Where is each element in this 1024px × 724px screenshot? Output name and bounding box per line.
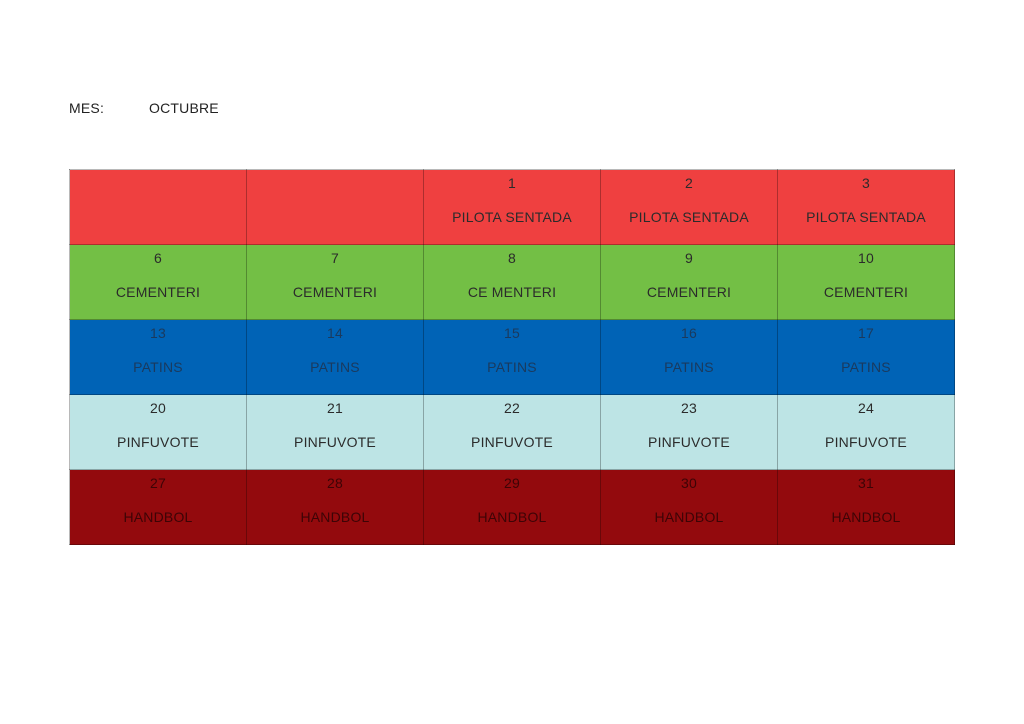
day-number: 15 [504, 325, 520, 341]
activity-label: HANDBOL [831, 509, 901, 525]
activity-label: CEMENTERI [823, 284, 909, 300]
activity-label: PINFUVOTE [117, 434, 199, 450]
calendar-day-cell: 17 PATINS [777, 319, 955, 395]
calendar-week-row: 13 PATINS 14 PATINS 15 PATINS 16 PATINS 17 PATINS [69, 319, 955, 395]
day-number: 13 [150, 325, 166, 341]
calendar-day-cell: 8 CE MENTERI [423, 244, 601, 320]
activity-label: HANDBOL [300, 509, 370, 525]
calendar-day-cell: 9 CEMENTERI [600, 244, 778, 320]
calendar-day-cell: 31 HANDBOL [777, 469, 955, 545]
calendar-day-cell: 16 PATINS [600, 319, 778, 395]
activity-label: PILOTA SENTADA [452, 209, 572, 225]
activity-label: PATINS [133, 359, 183, 375]
activity-label: PINFUVOTE [294, 434, 376, 450]
calendar-day-cell: 24 PINFUVOTE [777, 394, 955, 470]
calendar-week-row: 6 CEMENTERI 7 CEMENTERI 8 CE MENTERI 9 CEMENTER… [69, 244, 955, 320]
activity-label: HANDBOL [477, 509, 547, 525]
calendar-week-row: 27 HANDBOL 28 HANDBOL 29 HANDBOL 30 HANDBOL 31 HA… [69, 469, 955, 545]
calendar-day-cell: 22 PINFUVOTE [423, 394, 601, 470]
day-number: 7 [331, 250, 339, 266]
day-number: 3 [862, 175, 870, 191]
calendar-day-cell: 27 HANDBOL [69, 469, 247, 545]
calendar-day-cell: 3 PILOTA SENTADA [777, 169, 955, 245]
day-number: 22 [504, 400, 520, 416]
calendar-week-row: 20 PINFUVOTE 21 PINFUVOTE 22 PINFUVOTE 23 PINFU… [69, 394, 955, 470]
activity-label: HANDBOL [654, 509, 724, 525]
day-number: 2 [685, 175, 693, 191]
day-number [70, 174, 246, 192]
calendar-day-cell: 21 PINFUVOTE [246, 394, 424, 470]
activity-label: PATINS [841, 359, 891, 375]
activity-label: CEMENTERI [646, 284, 732, 300]
activity-label: HANDBOL [123, 509, 193, 525]
activity-label: PINFUVOTE [825, 434, 907, 450]
calendar-day-cell: 28 HANDBOL [246, 469, 424, 545]
calendar-day-cell: 30 HANDBOL [600, 469, 778, 545]
calendar-day-cell: 20 PINFUVOTE [69, 394, 247, 470]
day-number: 8 [508, 250, 516, 266]
day-number: 30 [681, 475, 697, 491]
calendar-day-cell: 13 PATINS [69, 319, 247, 395]
calendar-day-cell: 14 PATINS [246, 319, 424, 395]
calendar-day-cell: 23 PINFUVOTE [600, 394, 778, 470]
activity-label: PINFUVOTE [648, 434, 730, 450]
calendar-day-cell: 1 PILOTA SENTADA [423, 169, 601, 245]
calendar-day-cell: 15 PATINS [423, 319, 601, 395]
calendar-table: 1 PILOTA SENTADA 2 PILOTA SENTADA 3 PILOTA SE… [69, 169, 955, 545]
day-number: 21 [327, 400, 343, 416]
activity-label: PATINS [310, 359, 360, 375]
calendar-week-row: 1 PILOTA SENTADA 2 PILOTA SENTADA 3 PILOTA SE… [69, 169, 955, 245]
day-number: 6 [154, 250, 162, 266]
day-number [247, 174, 423, 192]
day-number: 29 [504, 475, 520, 491]
month-label: MES: [69, 100, 105, 116]
activity-label: PILOTA SENTADA [629, 209, 749, 225]
calendar-day-cell: 10 CEMENTERI [777, 244, 955, 320]
day-number: 31 [858, 475, 874, 491]
day-number: 20 [150, 400, 166, 416]
calendar-day-cell: 6 CEMENTERI [69, 244, 247, 320]
activity-label: CE MENTERI [467, 284, 557, 300]
day-number: 23 [681, 400, 697, 416]
day-number: 14 [327, 325, 343, 341]
day-number: 16 [681, 325, 697, 341]
day-number: 9 [685, 250, 693, 266]
activity-label: PINFUVOTE [471, 434, 553, 450]
day-number: 1 [508, 175, 516, 191]
calendar-day-cell: 7 CEMENTERI [246, 244, 424, 320]
day-number: 28 [327, 475, 343, 491]
day-number: 27 [150, 475, 166, 491]
calendar-day-cell: 2 PILOTA SENTADA [600, 169, 778, 245]
calendar-day-cell [69, 169, 247, 245]
day-number: 10 [858, 250, 874, 266]
day-number: 24 [858, 400, 874, 416]
activity-label: PILOTA SENTADA [806, 209, 926, 225]
activity-label: PATINS [664, 359, 714, 375]
calendar-day-cell [246, 169, 424, 245]
activity-label: PATINS [487, 359, 537, 375]
calendar-day-cell: 29 HANDBOL [423, 469, 601, 545]
month-value: OCTUBRE [149, 100, 219, 116]
activity-label: CEMENTERI [115, 284, 201, 300]
activity-label: CEMENTERI [292, 284, 378, 300]
day-number: 17 [858, 325, 874, 341]
